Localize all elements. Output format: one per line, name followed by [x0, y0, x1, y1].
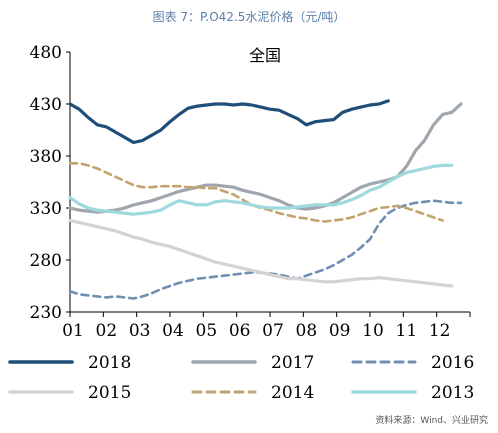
- x-tick-label: 05: [196, 321, 218, 341]
- y-tick-label: 480: [30, 43, 62, 63]
- legend-label-2014: 2014: [271, 383, 314, 403]
- series-line-2013: [68, 163, 454, 216]
- legend-label-2017: 2017: [271, 353, 314, 373]
- legend-label-2015: 2015: [88, 383, 131, 403]
- y-tick-label: 380: [30, 147, 62, 167]
- x-tick-label: 10: [362, 321, 384, 341]
- y-tick-label: 280: [30, 251, 62, 271]
- series-line-2017: [68, 102, 463, 214]
- x-tick-label: 06: [229, 321, 251, 341]
- y-tick-label: 230: [30, 303, 62, 323]
- legend-label-2018: 2018: [88, 353, 131, 373]
- y-tick-label: 430: [30, 95, 62, 115]
- legend-label-2013: 2013: [431, 383, 474, 403]
- legend-label-2016: 2016: [431, 353, 474, 373]
- x-tick-label: 04: [162, 321, 184, 341]
- x-tick-label: 12: [429, 321, 451, 341]
- x-tick-label: 03: [129, 321, 151, 341]
- series-line-2018: [68, 99, 390, 145]
- x-tick-label: 08: [296, 321, 318, 341]
- x-tick-label: 09: [329, 321, 351, 341]
- series-line-2015: [68, 218, 454, 288]
- x-tick-label: 11: [396, 321, 418, 341]
- chart-caption: 图表 7：P.O42.5水泥价格（元/吨）: [152, 10, 346, 24]
- x-tick-label: 01: [62, 321, 84, 341]
- chart-title: 全国: [249, 46, 281, 65]
- x-tick-label: 02: [96, 321, 118, 341]
- x-tick-label: 07: [262, 321, 284, 341]
- source-note: 资料来源：Wind、兴业研究: [375, 416, 488, 426]
- y-tick-label: 330: [30, 199, 62, 219]
- series-line-2016: [68, 199, 463, 300]
